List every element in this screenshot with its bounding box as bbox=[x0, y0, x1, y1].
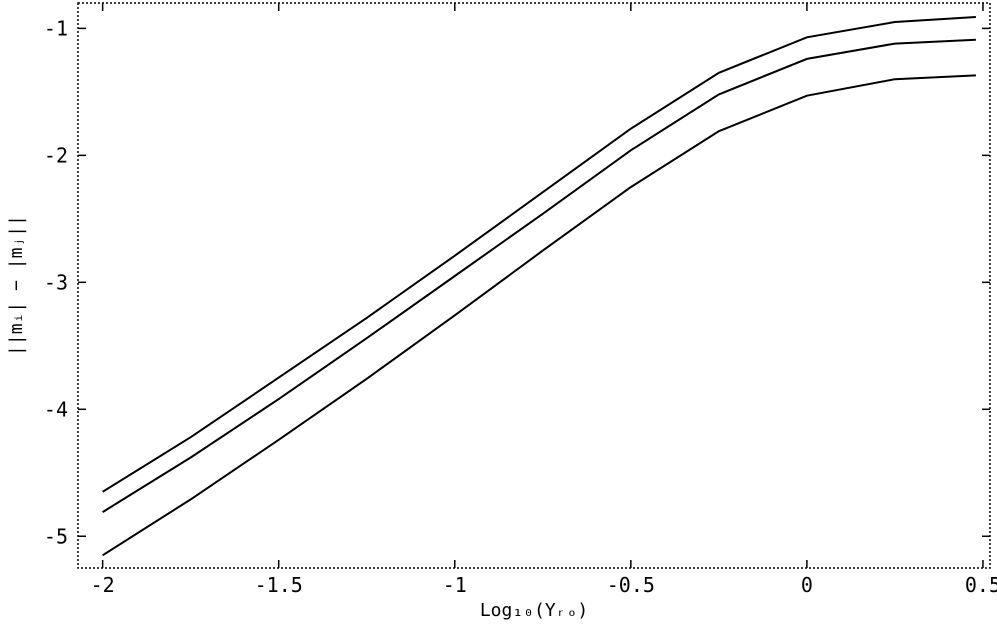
y-tick-label: -3 bbox=[44, 270, 68, 294]
series-line-1 bbox=[102, 16, 976, 493]
y-tick-label: -5 bbox=[44, 524, 68, 548]
series-line-3 bbox=[102, 74, 976, 557]
series-line-2 bbox=[102, 38, 976, 513]
x-tick-label: -1.5 bbox=[255, 573, 303, 597]
x-tick-label: -0.5 bbox=[607, 573, 655, 597]
y-axis: -5 -4 -3 -2 -1 bbox=[44, 16, 990, 548]
x-axis-title: Log₁₀(Yᵣₒ) bbox=[480, 600, 588, 621]
plot-border bbox=[77, 2, 991, 569]
x-tick-label: 0 bbox=[801, 573, 813, 597]
x-tick-label: -1 bbox=[443, 573, 467, 597]
y-tick-label: -1 bbox=[44, 16, 68, 40]
x-axis: -2 -1.5 -1 -0.5 0 0.5 bbox=[91, 3, 997, 597]
x-tick-label: -2 bbox=[91, 573, 115, 597]
y-tick-label: -4 bbox=[44, 397, 68, 421]
y-tick-label: -2 bbox=[44, 143, 68, 167]
plot-frame bbox=[77, 2, 991, 569]
x-tick-label: 0.5 bbox=[965, 573, 997, 597]
y-axis-title: ||mᵢ| − |mⱼ|| bbox=[6, 215, 27, 356]
series-group bbox=[102, 16, 976, 557]
